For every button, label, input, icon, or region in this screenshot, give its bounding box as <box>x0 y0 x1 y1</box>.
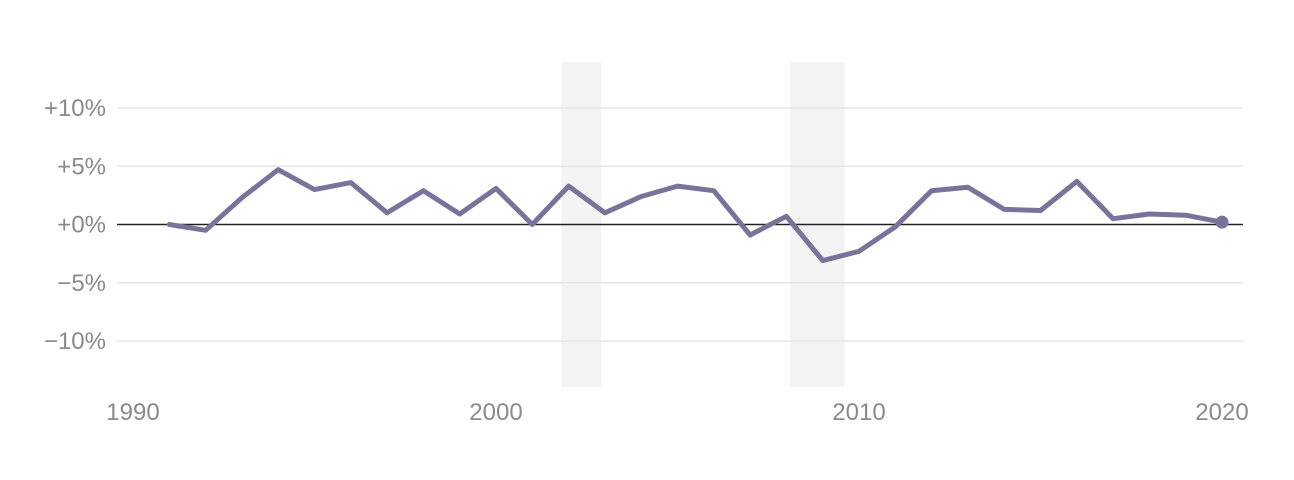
x-tick-label: 1990 <box>106 399 159 426</box>
gridlines <box>117 107 1243 342</box>
y-tick-label: +10% <box>44 95 106 122</box>
series-line <box>166 167 1225 264</box>
y-tick-label: +5% <box>57 153 106 180</box>
x-axis-labels: 1990 2000 2010 2020 <box>106 399 1248 426</box>
end-point-marker <box>1215 215 1229 229</box>
y-tick-label: −5% <box>57 270 106 297</box>
series-layer <box>166 167 1229 264</box>
y-axis-labels: +10% +5% +0% −5% −10% <box>44 95 106 355</box>
x-tick-label: 2000 <box>469 399 522 426</box>
x-tick-label: 2020 <box>1195 399 1248 426</box>
y-tick-label: −10% <box>44 328 106 355</box>
x-tick-label: 2010 <box>832 399 885 426</box>
y-tick-label: +0% <box>57 212 106 239</box>
